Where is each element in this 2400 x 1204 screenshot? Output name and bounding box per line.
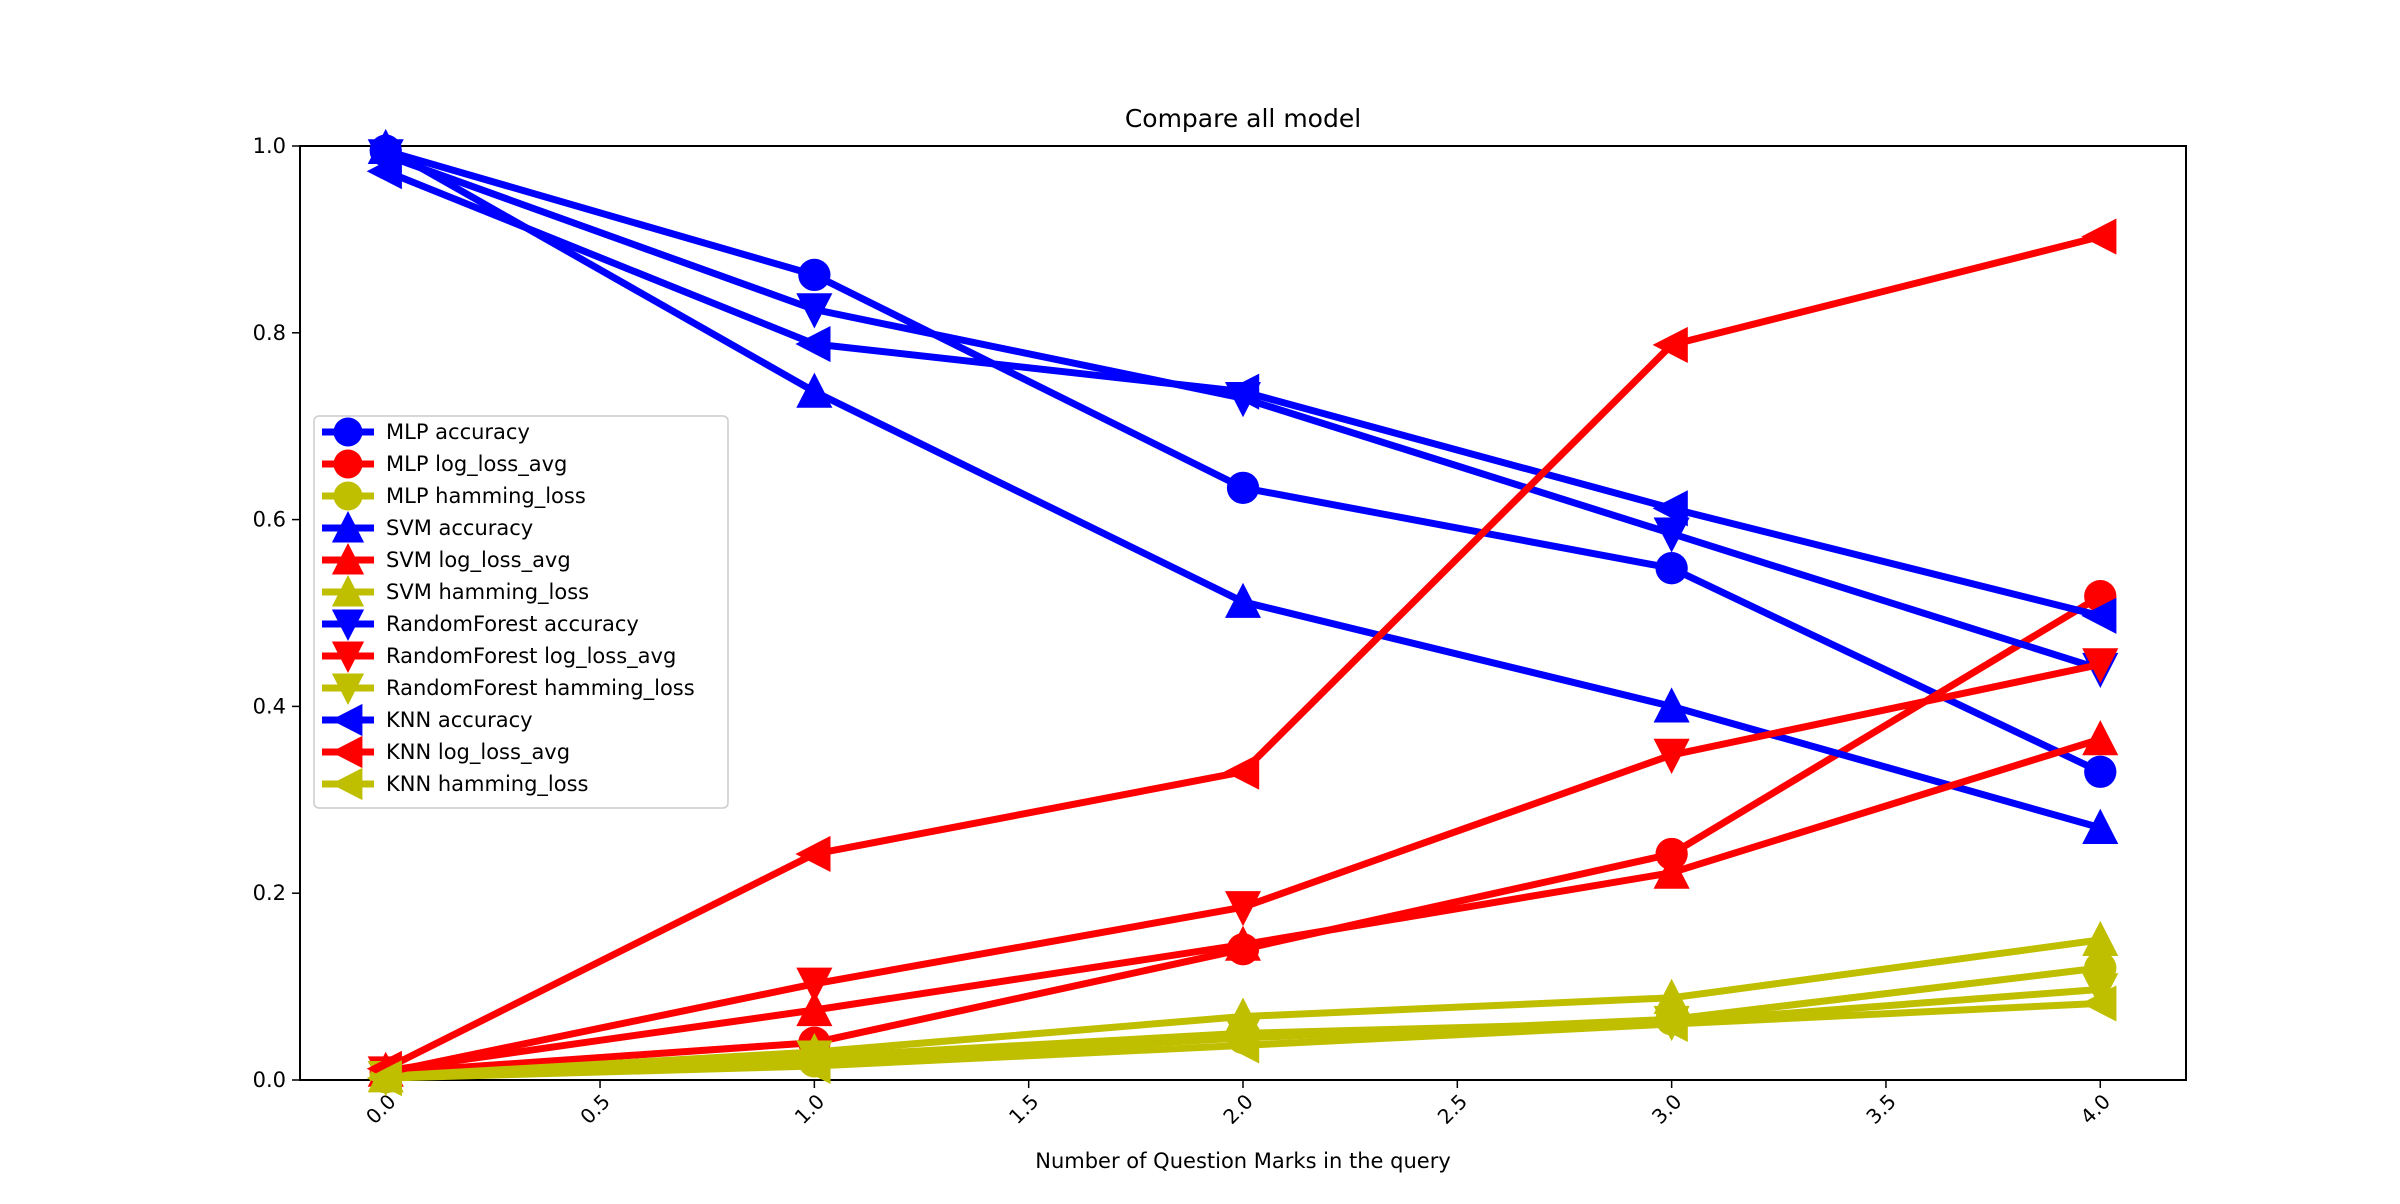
- legend-swatch-marker: [331, 673, 365, 705]
- series-0: [369, 134, 2117, 788]
- data-point: [1653, 853, 1690, 889]
- legend-item: RandomForest hamming_loss: [322, 673, 695, 705]
- series-10: [366, 218, 2117, 1087]
- data-point: [1652, 490, 1688, 527]
- legend-swatch-marker: [331, 575, 365, 607]
- legend-item: MLP log_loss_avg: [322, 449, 567, 479]
- legend-label: SVM hamming_loss: [386, 580, 589, 605]
- legend-swatch-marker: [331, 767, 363, 801]
- legend-swatch-marker: [331, 703, 363, 737]
- legend-item: SVM accuracy: [322, 511, 533, 543]
- data-point: [2081, 985, 2117, 1022]
- data-point: [1226, 471, 1260, 504]
- y-tick-label: 0.2: [253, 881, 286, 905]
- data-point: [2082, 648, 2119, 684]
- legend-swatch-marker: [333, 417, 363, 447]
- data-point: [1652, 326, 1688, 363]
- legend-label: MLP hamming_loss: [386, 484, 586, 509]
- legend-label: MLP log_loss_avg: [386, 452, 567, 477]
- data-point: [367, 139, 404, 175]
- data-point: [1225, 582, 1261, 618]
- data-point: [1653, 978, 1690, 1014]
- data-point: [796, 372, 833, 408]
- legend-label: SVM accuracy: [386, 516, 533, 540]
- data-point: [796, 991, 833, 1027]
- legend-label: KNN hamming_loss: [386, 772, 589, 797]
- data-point: [795, 1047, 831, 1084]
- data-point: [795, 835, 831, 872]
- legend-item: RandomForest log_loss_avg: [322, 641, 676, 673]
- data-point: [1653, 687, 1690, 723]
- data-point: [2082, 973, 2119, 1009]
- series-9: [366, 153, 2117, 634]
- data-point: [796, 967, 833, 1003]
- legend-label: RandomForest log_loss_avg: [386, 644, 676, 669]
- legend-label: SVM log_loss_avg: [386, 548, 571, 573]
- data-point: [366, 153, 402, 190]
- legend-label: KNN accuracy: [386, 708, 533, 732]
- data-point: [366, 1060, 402, 1097]
- legend: MLP accuracy MLP log_loss_avg MLP hamming_…: [313, 415, 729, 809]
- chart-title: Compare all model: [1125, 104, 1361, 133]
- data-point: [1652, 1005, 1688, 1042]
- legend-item: MLP hamming_loss: [322, 481, 586, 511]
- legend-item: SVM hamming_loss: [322, 575, 589, 607]
- data-point: [795, 326, 831, 363]
- y-tick-label: 0.4: [253, 694, 286, 718]
- data-point: [1225, 925, 1261, 961]
- y-tick-label: 0.0: [253, 1068, 286, 1092]
- series-7: [367, 648, 2119, 1092]
- legend-swatch-marker: [331, 641, 365, 673]
- data-point: [2082, 920, 2119, 956]
- legend-item: RandomForest accuracy: [322, 609, 639, 641]
- legend-swatch-marker: [331, 609, 365, 641]
- data-point: [1225, 891, 1261, 927]
- legend-item: KNN log_loss_avg: [322, 735, 570, 769]
- data-point: [2084, 755, 2117, 788]
- legend-swatch-marker: [333, 449, 363, 479]
- data-point: [2082, 720, 2119, 756]
- legend-swatch-marker: [331, 735, 363, 769]
- data-point: [2081, 597, 2117, 634]
- legend-swatch-marker: [331, 511, 365, 543]
- series-11: [366, 985, 2117, 1097]
- legend-item: MLP accuracy: [322, 417, 530, 447]
- legend-label: MLP accuracy: [386, 420, 530, 444]
- y-tick-label: 0.6: [253, 508, 286, 532]
- legend-box: [313, 415, 729, 809]
- plot-area: 0.0 0.5 1.0 1.5 2.0 2.5 3.0 3.5 4.00.00.20.40.60…: [253, 128, 2187, 1129]
- x-axis-label: Number of Question Marks in the query: [1035, 1149, 1451, 1173]
- data-point: [1653, 738, 1690, 774]
- legend-label: KNN log_loss_avg: [386, 740, 570, 765]
- data-point: [2082, 808, 2119, 844]
- y-tick-label: 0.8: [253, 321, 286, 345]
- data-point: [1224, 1027, 1260, 1064]
- y-tick-label: 1.0: [253, 134, 286, 158]
- legend-label: RandomForest accuracy: [386, 612, 639, 636]
- data-point: [1225, 1017, 1261, 1053]
- data-point: [796, 293, 833, 329]
- legend-item: KNN accuracy: [322, 703, 533, 737]
- data-point: [798, 258, 831, 292]
- legend-label: RandomForest hamming_loss: [386, 676, 695, 701]
- legend-item: SVM log_loss_avg: [322, 543, 571, 575]
- data-point: [1224, 753, 1260, 790]
- legend-item: KNN hamming_loss: [322, 767, 589, 801]
- legend-swatch-marker: [333, 481, 363, 511]
- data-point: [1224, 373, 1260, 410]
- legend-swatch-marker: [331, 543, 365, 575]
- data-point: [1653, 517, 1690, 553]
- data-point: [2081, 218, 2117, 255]
- data-point: [1655, 552, 1688, 585]
